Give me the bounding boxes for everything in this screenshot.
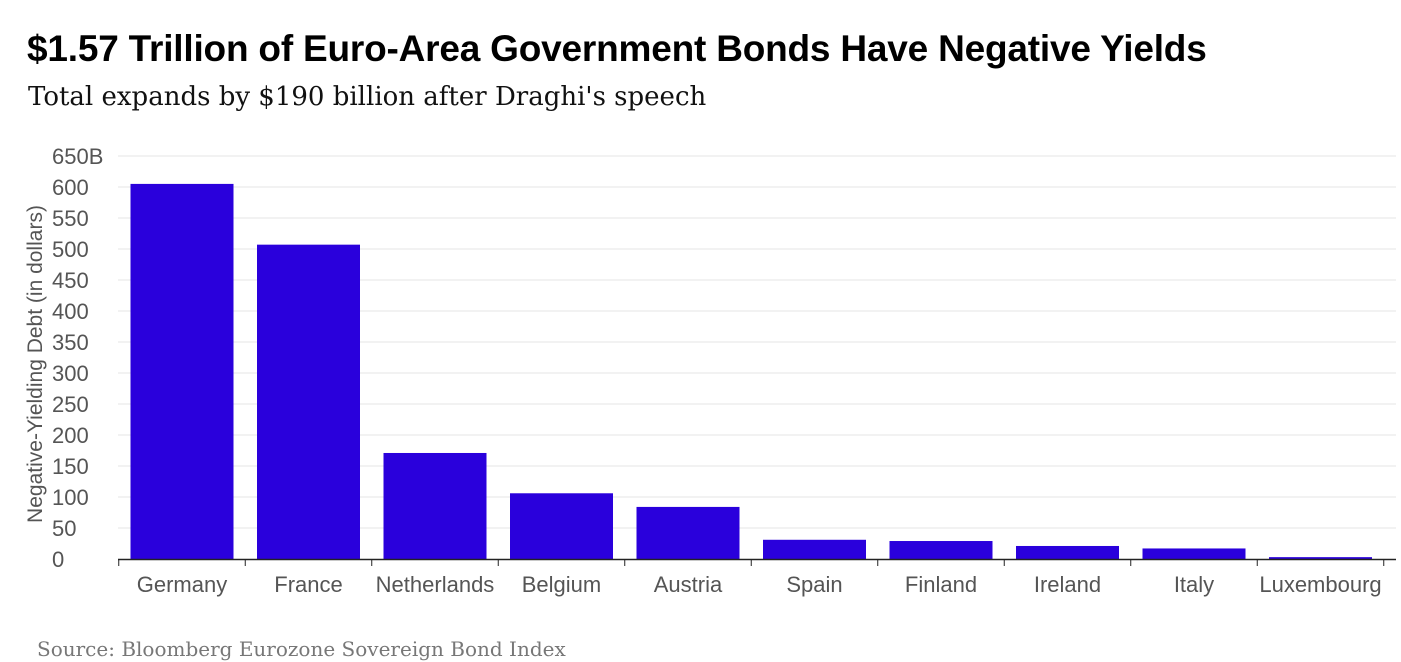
x-tick-label: Luxembourg (1259, 572, 1381, 597)
x-tick-label: Netherlands (376, 572, 495, 597)
bar-italy (1142, 548, 1246, 559)
x-tick-label: Austria (654, 572, 723, 597)
chart-subtitle: Total expands by $190 billion after Drag… (28, 82, 707, 112)
bar-belgium (510, 493, 613, 559)
y-tick-label: 350 (52, 330, 89, 355)
y-tick-label: 200 (52, 423, 89, 448)
bar-austria (636, 506, 740, 559)
x-tick-label: Germany (137, 572, 227, 597)
bar-ireland (1016, 545, 1119, 559)
x-tick-label: Ireland (1034, 572, 1101, 597)
y-tick-label: 450 (52, 268, 89, 293)
bars (130, 183, 1372, 559)
x-axis (118, 558, 1396, 566)
bar-germany (130, 183, 234, 559)
y-axis-tick-labels: 0 50 100 150 200 250 300 350 400 450 500 550 600 650B (52, 144, 103, 572)
source-note: Source: Bloomberg Eurozone Sovereign Bon… (37, 637, 566, 661)
y-axis-title: Negative-Yielding Debt (in dollars) (24, 205, 47, 523)
y-tick-label: 150 (52, 454, 89, 479)
chart-title: $1.57 Trillion of Euro-Area Government B… (27, 28, 1207, 69)
x-axis-category-labels: Germany France Netherlands Belgium Austria Sp… (137, 572, 1382, 597)
y-tick-label: 0 (52, 547, 64, 572)
x-tick-label: Italy (1174, 572, 1214, 597)
y-tick-label: 500 (52, 237, 89, 262)
y-tick-label: 600 (52, 175, 89, 200)
bar-france (257, 244, 360, 559)
bar-spain (763, 539, 866, 559)
y-tick-label: 650B (52, 144, 103, 169)
y-tick-label: 400 (52, 299, 89, 324)
y-tick-label: 550 (52, 206, 89, 231)
bar-luxembourg (1269, 557, 1372, 559)
bar-finland (889, 541, 993, 559)
x-tick-label: Finland (905, 572, 977, 597)
x-tick-label: Belgium (522, 572, 601, 597)
x-tick-label: Spain (786, 572, 842, 597)
y-tick-label: 100 (52, 485, 89, 510)
y-tick-label: 50 (52, 516, 76, 541)
y-tick-label: 300 (52, 361, 89, 386)
bar-netherlands (383, 452, 487, 559)
y-tick-label: 250 (52, 392, 89, 417)
x-tick-label: France (274, 572, 342, 597)
